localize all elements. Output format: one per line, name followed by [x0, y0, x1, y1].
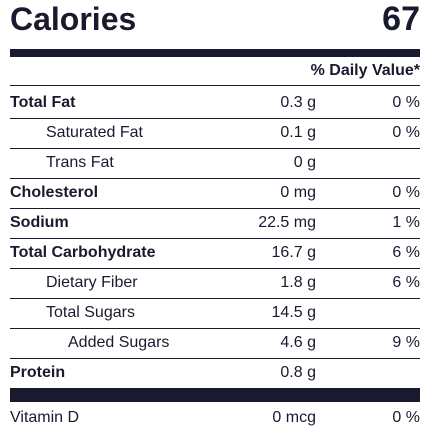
thick-divider-bottom: [10, 388, 420, 402]
daily-value-header-label: % Daily Value*: [310, 62, 420, 79]
nutrient-daily-value: 9 %: [392, 334, 420, 351]
nutrition-facts-panel: Calories 67 % Daily Value* Total Fat 0.3 …: [10, 0, 420, 430]
nutrient-amount: 0.1 g: [280, 124, 316, 141]
nutrient-name: Dietary Fiber: [46, 274, 138, 291]
daily-value-header: % Daily Value*: [10, 57, 420, 86]
nutrient-amount: 22.5 mg: [258, 214, 316, 231]
calories-label: Calories: [10, 1, 137, 37]
nutrient-amount: 0.3 g: [280, 94, 316, 111]
nutrient-daily-value: 0 %: [392, 124, 420, 141]
nutrient-row: Cholesterol 0 mg 0 %: [10, 178, 420, 209]
vitamin-name: Vitamin D: [10, 409, 80, 426]
nutrient-name: Protein: [10, 364, 66, 381]
calories-row: Calories 67: [10, 0, 420, 40]
nutrient-row: Total Fat 0.3 g 0 %: [10, 88, 420, 119]
vitamin-daily-value: 0 %: [392, 409, 420, 426]
vitamin-amount: 0 mcg: [272, 409, 316, 426]
nutrient-amount: 16.7 g: [271, 244, 316, 261]
nutrient-amount: 0.8 g: [280, 364, 316, 381]
nutrient-daily-value: 6 %: [392, 244, 420, 261]
nutrient-amount: 0 g: [293, 154, 316, 171]
nutrient-amount: 4.6 g: [280, 334, 316, 351]
nutrient-daily-value: 0 %: [392, 184, 420, 201]
nutrient-row: Total Carbohydrate 16.7 g 6 %: [10, 238, 420, 269]
nutrient-daily-value: 6 %: [392, 274, 420, 291]
thick-divider-top: [10, 49, 420, 57]
nutrient-row: Sodium 22.5 mg 1 %: [10, 208, 420, 239]
nutrient-amount: 14.5 g: [271, 304, 316, 321]
nutrient-name: Trans Fat: [46, 154, 114, 171]
nutrient-daily-value: 1 %: [392, 214, 420, 231]
nutrient-name: Sodium: [10, 214, 69, 231]
nutrient-row: Protein 0.8 g: [10, 358, 420, 388]
nutrient-name: Cholesterol: [10, 184, 99, 201]
nutrient-name: Total Sugars: [46, 304, 135, 321]
nutrient-row: Dietary Fiber 1.8 g 6 %: [10, 268, 420, 299]
nutrient-row: Total Sugars 14.5 g: [10, 298, 420, 329]
vitamin-row: Vitamin D 0 mcg 0 %: [10, 403, 420, 433]
nutrient-name: Total Fat: [10, 94, 76, 111]
nutrient-name: Total Carbohydrate: [10, 244, 156, 261]
nutrient-row: Trans Fat 0 g: [10, 148, 420, 179]
nutrient-row: Added Sugars 4.6 g 9 %: [10, 328, 420, 359]
nutrient-amount: 0 mg: [280, 184, 316, 201]
calories-value: 67: [382, 0, 420, 38]
nutrient-amount: 1.8 g: [280, 274, 316, 291]
nutrient-row: Saturated Fat 0.1 g 0 %: [10, 118, 420, 149]
nutrient-name: Added Sugars: [68, 334, 170, 351]
nutrient-daily-value: 0 %: [392, 94, 420, 111]
nutrient-name: Saturated Fat: [46, 124, 143, 141]
